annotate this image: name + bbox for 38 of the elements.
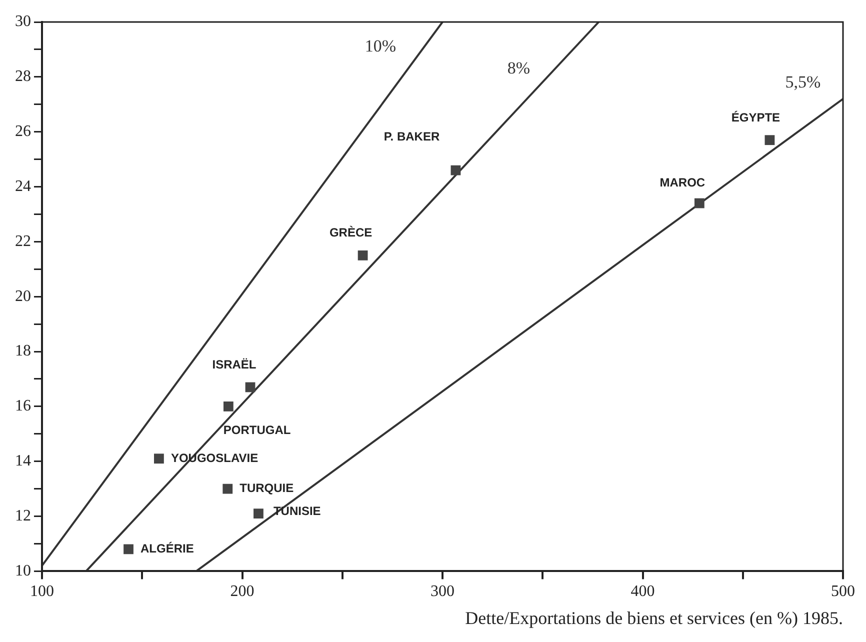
point — [245, 382, 256, 392]
y-tick-label: 30 — [15, 13, 31, 30]
point — [154, 454, 164, 464]
y-tick-label: 24 — [15, 178, 31, 195]
annotation: MAROC — [660, 176, 706, 190]
y-tick-label: 14 — [15, 452, 31, 470]
annotation: GRÈCE — [329, 226, 372, 240]
y-tick-label: 12 — [15, 507, 31, 524]
series-label: 10% — [364, 36, 396, 56]
x-tick-label: 500 — [831, 583, 855, 600]
y-tick-label: 18 — [15, 342, 31, 360]
y-tick-label: 26 — [15, 123, 31, 140]
x-tick-label: 100 — [30, 583, 54, 600]
annotation: ALGÉRIE — [140, 542, 194, 556]
point — [694, 198, 704, 208]
y-tick-label: 28 — [15, 68, 31, 86]
point — [450, 165, 461, 176]
point — [223, 401, 234, 412]
x-tick-label: 400 — [630, 583, 655, 600]
series-label: 8% — [507, 58, 530, 78]
point — [124, 544, 134, 554]
x-axis-title: Dette/Exportations de biens et services (en %) 1985. — [465, 608, 843, 628]
y-tick-label: 10 — [15, 562, 31, 580]
y-tick-label: 16 — [15, 398, 31, 415]
point — [222, 484, 233, 494]
annotation: TURQUIE — [240, 481, 294, 496]
annotation: ISRAËL — [212, 358, 256, 372]
annotation: ÉGYPTE — [731, 110, 780, 124]
y-tick-label: 22 — [15, 232, 31, 250]
x-tick-label: 300 — [430, 583, 454, 600]
series-label: 5,5% — [785, 72, 821, 92]
point — [254, 508, 264, 518]
x-tick-label: 200 — [230, 583, 254, 600]
y-tick-label: 20 — [15, 288, 31, 305]
point — [358, 250, 368, 260]
point — [764, 135, 775, 146]
annotation: P. BAKER — [384, 130, 440, 144]
annotation: PORTUGAL — [223, 422, 291, 437]
